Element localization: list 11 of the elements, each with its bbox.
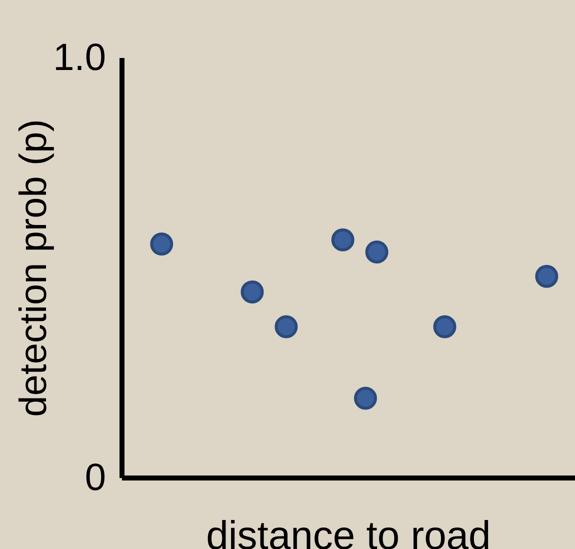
point — [433, 315, 456, 338]
y-axis-title: detection prob (p) — [13, 119, 55, 417]
point — [354, 386, 377, 410]
y-tick-label: 0 — [84, 457, 106, 499]
y-tick-label: 1.0 — [53, 37, 106, 79]
point — [365, 240, 388, 264]
point — [150, 232, 174, 256]
point — [535, 264, 558, 288]
point — [331, 228, 354, 252]
point — [240, 280, 264, 304]
point — [274, 315, 298, 338]
